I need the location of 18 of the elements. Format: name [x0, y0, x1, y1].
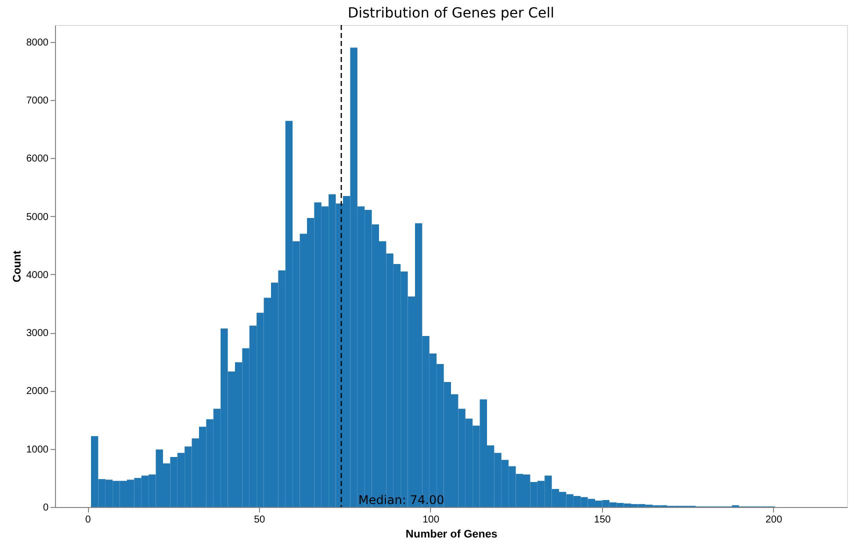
y-tick-label: 0 [42, 502, 49, 514]
x-tick-label: 150 [594, 514, 612, 526]
y-tick-label: 5000 [26, 212, 49, 223]
y-axis-title: Count [11, 250, 24, 282]
y-tick-label: 2000 [26, 386, 49, 398]
y-tick-label: 4000 [26, 270, 49, 281]
y-tick-label: 8000 [26, 37, 49, 48]
x-axis-title: Number of Genes [406, 528, 498, 540]
y-tick-label: 6000 [26, 154, 49, 165]
x-tick-label: 200 [765, 514, 783, 526]
chart-title: Distribution of Genes per Cell [348, 5, 554, 22]
x-tick-label: 100 [422, 514, 440, 526]
x-tick-label: 50 [254, 514, 266, 526]
x-tick-label: 0 [85, 514, 92, 526]
annotation: Median: 74.00 [358, 493, 444, 507]
y-tick-label: 1000 [26, 444, 49, 456]
y-tick-label: 3000 [26, 328, 49, 340]
y-tick-label: 7000 [26, 96, 49, 107]
